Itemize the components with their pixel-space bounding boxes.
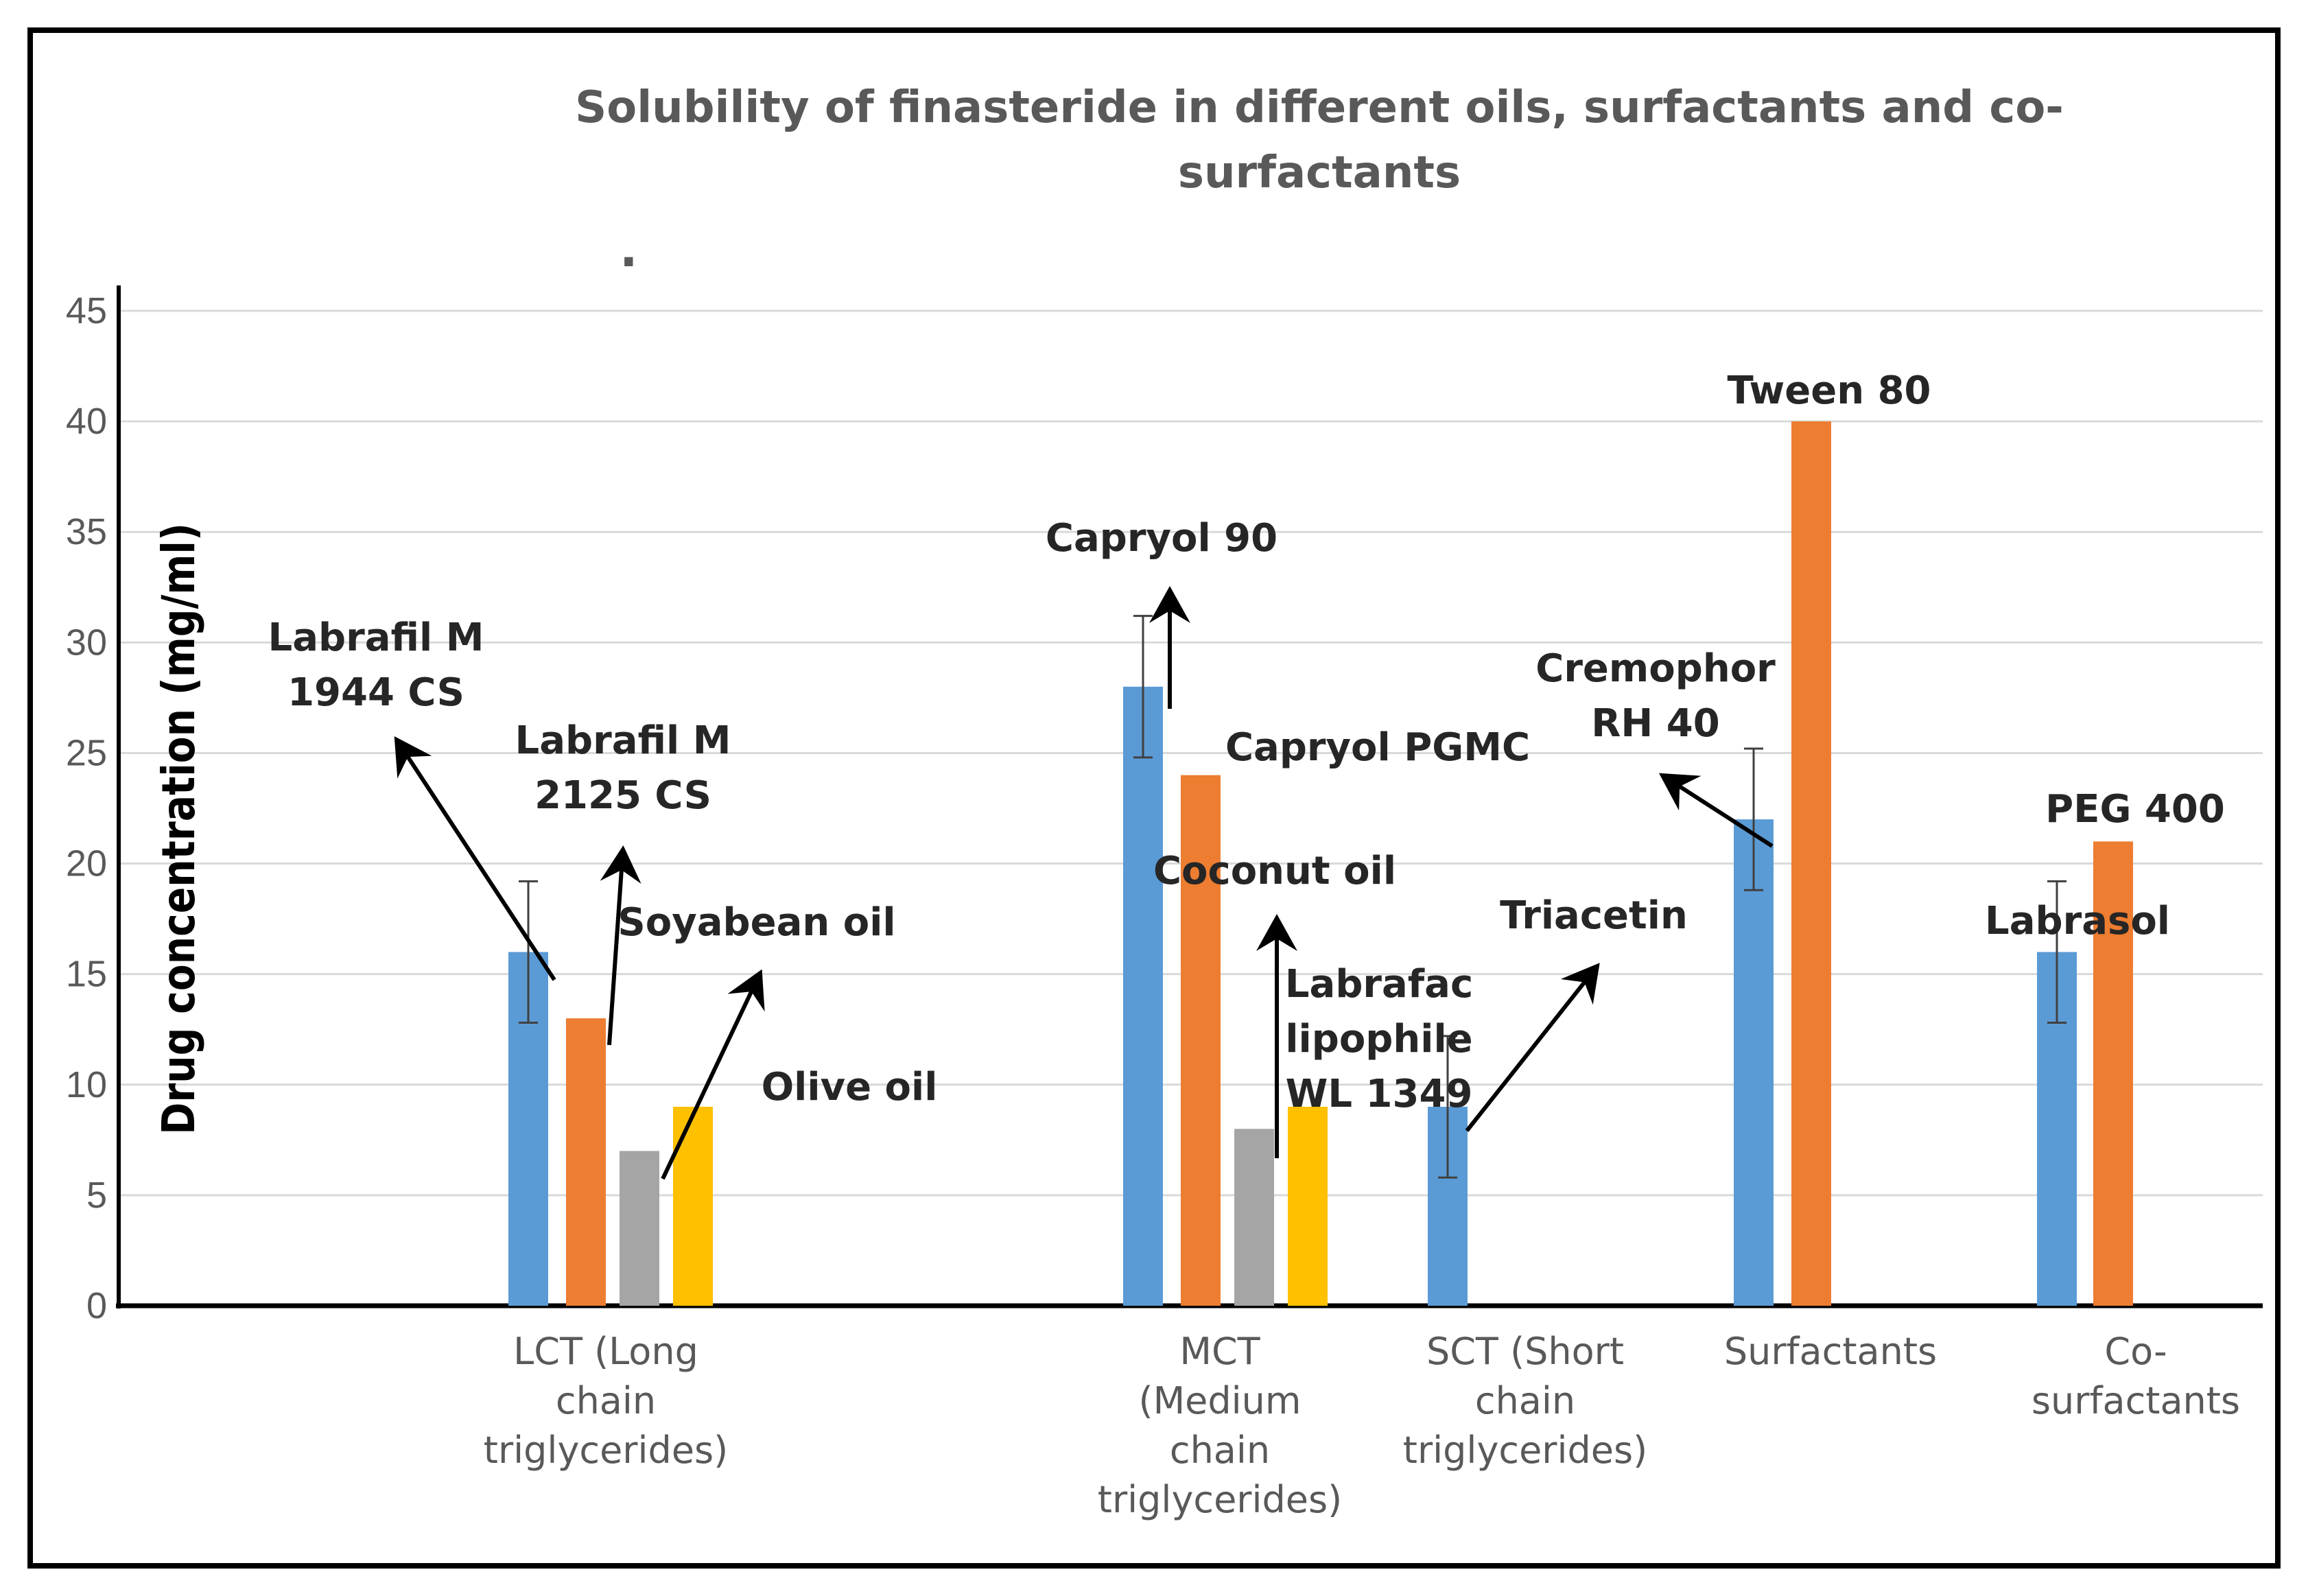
bar-annotation: WL 1349 — [1286, 1072, 1473, 1116]
annotation-arrow — [661, 969, 765, 1180]
category-label: Surfactants — [1724, 1330, 1937, 1373]
category-label: triglycerides) — [1098, 1478, 1342, 1521]
bar-annotation: Coconut oil — [1153, 849, 1396, 893]
y-axis-title: Drug concentration (mg/ml) — [152, 523, 205, 1135]
chart-title-line: Solubility of finasteride in different o… — [575, 82, 2064, 133]
bar-annotation: Soyabean oil — [617, 900, 895, 945]
bar-annotation: Olive oil — [762, 1065, 938, 1110]
y-tick-label: 25 — [66, 732, 107, 773]
stray-mark: . — [620, 222, 638, 278]
category-label: triglycerides) — [484, 1429, 728, 1472]
category-label: chain — [556, 1379, 656, 1422]
category-label: MCT — [1179, 1330, 1260, 1373]
bar — [1791, 421, 1831, 1306]
annotation-arrow — [1465, 963, 1600, 1132]
chart-frame: Solubility of finasteride in different o… — [27, 27, 2281, 1569]
bar — [1123, 686, 1163, 1306]
bar-annotation: Cremophor — [1535, 646, 1776, 691]
bar-annotation: Triacetin — [1500, 893, 1688, 938]
bar-annotation: Labrafac — [1285, 962, 1473, 1007]
y-tick-label: 0 — [86, 1285, 107, 1326]
bar — [1288, 1107, 1328, 1306]
y-tick-label: 35 — [66, 511, 107, 552]
bar — [673, 1107, 713, 1306]
bar-annotation: Labrafil M — [268, 615, 484, 660]
category-label: LCT (Long — [513, 1330, 698, 1373]
annotation-arrow — [394, 736, 556, 981]
y-tick-label: 40 — [66, 401, 107, 442]
category-label: chain — [1170, 1429, 1270, 1472]
category-label: surfactants — [2032, 1379, 2240, 1422]
bar-annotation: Capryol 90 — [1046, 516, 1277, 561]
bar-annotation: PEG 400 — [2045, 787, 2225, 832]
chart-title-line: surfactants — [1178, 148, 1461, 198]
bar-annotation: Labrasol — [1985, 899, 2170, 943]
category-label: (Medium — [1139, 1379, 1302, 1422]
category-label: SCT (Short — [1426, 1330, 1624, 1373]
bar-annotation: 2125 CS — [534, 773, 711, 818]
bar — [620, 1151, 659, 1306]
annotation-arrow — [1658, 773, 1774, 848]
y-tick-label: 30 — [66, 622, 107, 663]
y-tick-label: 5 — [86, 1175, 107, 1216]
y-tick-label: 15 — [66, 954, 107, 995]
category-label: Co- — [2104, 1330, 2167, 1373]
bar-annotation: Capryol PGMC — [1225, 725, 1530, 770]
annotation-arrow — [600, 845, 641, 1046]
bar-annotation: Labrafil M — [515, 718, 731, 763]
bar-annotation: RH 40 — [1591, 701, 1719, 746]
category-label: chain — [1475, 1379, 1575, 1422]
bar — [1234, 1129, 1274, 1306]
chart-canvas: Solubility of finasteride in different o… — [66, 82, 2263, 1521]
bar-annotation: Tween 80 — [1727, 368, 1931, 413]
bar-annotation: lipophile — [1285, 1017, 1472, 1061]
y-tick-label: 45 — [66, 290, 107, 331]
bar — [1181, 775, 1221, 1306]
category-label: triglycerides) — [1403, 1429, 1647, 1472]
bar-annotation: 1944 CS — [287, 670, 464, 715]
chart-area: Solubility of finasteride in different o… — [33, 33, 2275, 1563]
bar — [2093, 841, 2133, 1306]
y-tick-label: 10 — [66, 1064, 107, 1105]
bar — [566, 1018, 606, 1306]
y-tick-label: 20 — [66, 843, 107, 884]
bar — [1734, 819, 1774, 1306]
